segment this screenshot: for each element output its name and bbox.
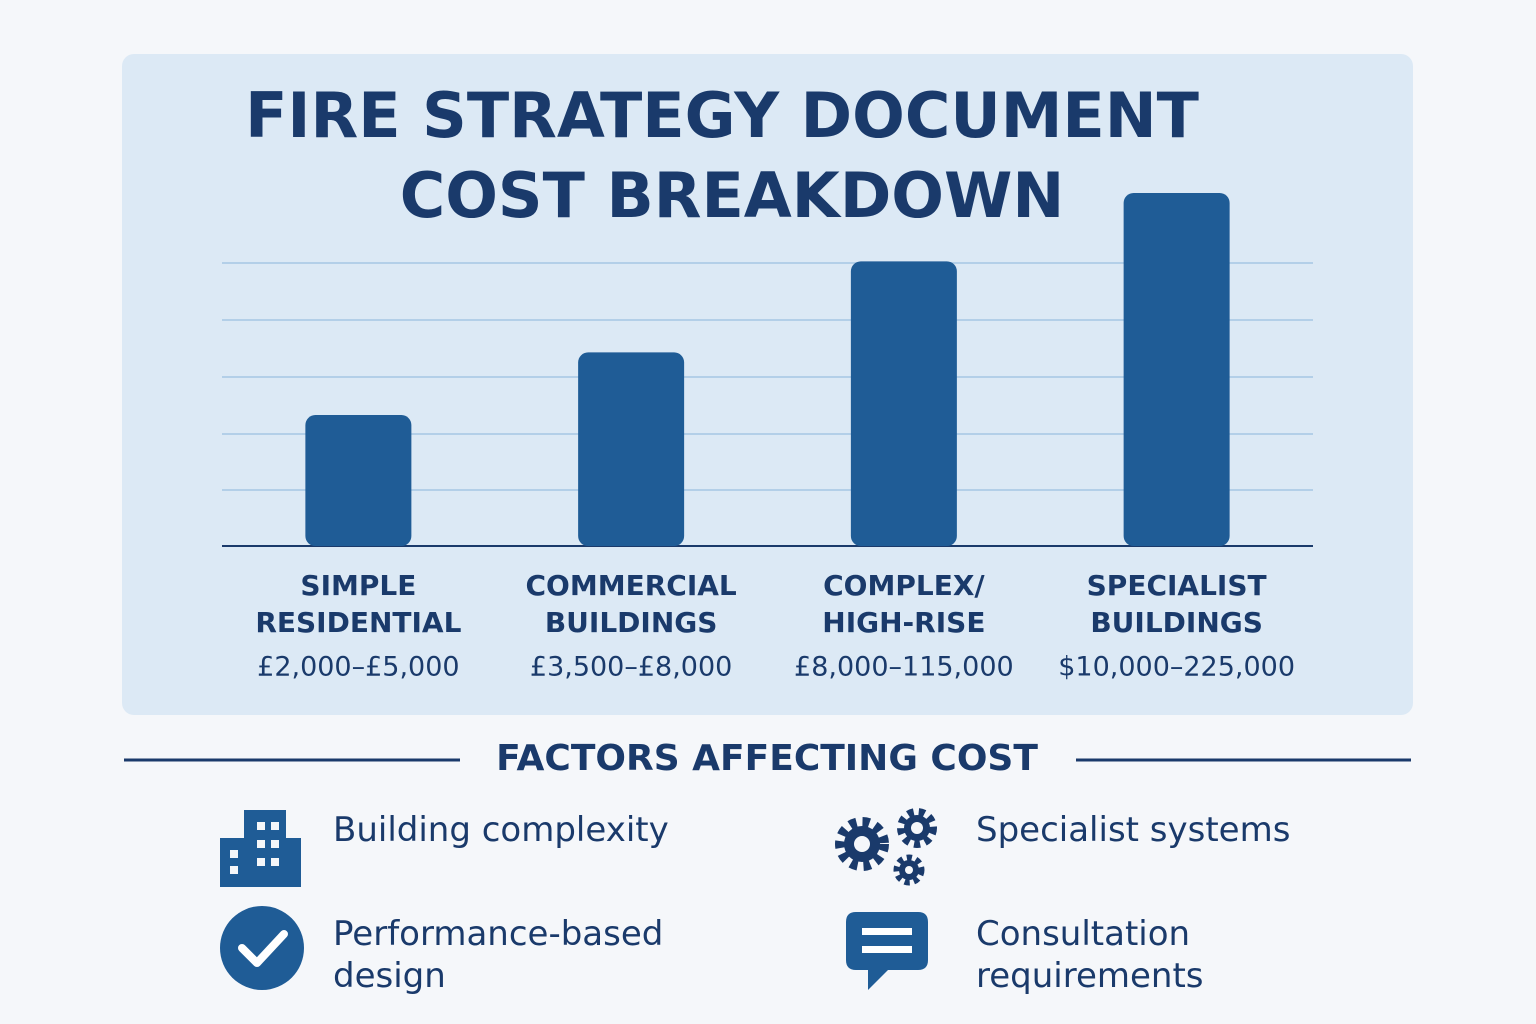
price-range: £3,500–£8,000: [530, 652, 732, 683]
x-tick-label: SPECIALIST: [1087, 569, 1267, 602]
factor-label: Building complexity: [333, 810, 669, 850]
factor-label: Specialist systems: [976, 810, 1291, 850]
x-tick-label: COMMERCIAL: [526, 569, 737, 602]
icon-check: [220, 906, 304, 990]
x-tick-label: SIMPLE: [300, 569, 416, 602]
price-range: $10,000–225,000: [1058, 652, 1295, 683]
icon-building: [220, 810, 301, 887]
bar: [578, 352, 685, 546]
icon-gears: [835, 808, 937, 886]
icon-chat: [846, 912, 928, 990]
chart-title: FIRE STRATEGY DOCUMENT: [245, 79, 1199, 152]
factor-label: Consultation requirements: [976, 914, 1204, 996]
price-range: £2,000–£5,000: [257, 652, 459, 683]
x-tick-label: BUILDINGS: [1090, 606, 1263, 639]
factor-label: Performance-based design: [333, 914, 664, 996]
chart-title: COST BREAKDOWN: [400, 159, 1065, 232]
section-title: FACTORS AFFECTING COST: [496, 738, 1038, 779]
x-tick-label: HIGH-RISE: [822, 606, 985, 639]
price-range: £8,000–115,000: [794, 652, 1014, 683]
bar: [1123, 193, 1230, 546]
bar: [850, 261, 957, 546]
panel: [122, 54, 1413, 715]
x-tick-label: RESIDENTIAL: [255, 606, 461, 639]
x-tick-label: BUILDINGS: [545, 606, 718, 639]
x-tick-label: COMPLEX/: [823, 569, 985, 602]
bar: [305, 415, 412, 546]
